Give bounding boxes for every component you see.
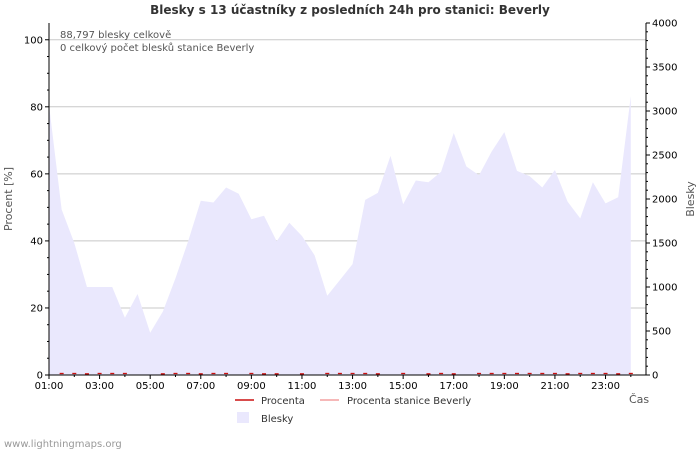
x-tick-label: 21:00 [541, 381, 570, 392]
right-tick-label: 4000 [652, 19, 677, 30]
left-tick-label: 60 [30, 169, 43, 180]
legend-label-procenta: Procenta [261, 396, 305, 407]
right-axis-ticks: 0 500 1000 1500 2000 2500 3000 3500 4000 [646, 19, 677, 382]
legend-label-procenta-stanice: Procenta stanice Beverly [347, 396, 471, 407]
right-tick-label: 3000 [652, 107, 677, 118]
left-tick-label: 100 [24, 35, 43, 46]
right-tick-label: 2500 [652, 151, 677, 162]
legend-label-blesky: Blesky [261, 414, 293, 425]
right-tick-label: 3500 [652, 63, 677, 74]
x-tick-label: 13:00 [338, 381, 367, 392]
right-tick-label: 2000 [652, 195, 677, 206]
x-tick-label: 01:00 [35, 381, 64, 392]
x-tick-label: 03:00 [85, 381, 114, 392]
blesky-area [49, 96, 631, 375]
x-tick-label: 19:00 [490, 381, 519, 392]
x-tick-label: 15:00 [389, 381, 418, 392]
legend-swatch-blesky [237, 412, 249, 423]
annotation-station-strikes: 0 celkový počet blesků stanice Beverly [60, 42, 254, 54]
x-tick-label: 05:00 [136, 381, 165, 392]
left-tick-label: 40 [30, 236, 43, 247]
right-tick-label: 500 [652, 327, 671, 338]
y-axis-left-label: Procent [%] [2, 167, 15, 231]
x-tick-label: 09:00 [237, 381, 266, 392]
right-tick-label: 1000 [652, 283, 677, 294]
x-tick-label: 07:00 [186, 381, 215, 392]
legend: Procenta Procenta stanice Beverly Blesky [235, 396, 471, 425]
right-tick-label: 1500 [652, 239, 677, 250]
left-tick-label: 0 [37, 371, 43, 382]
annotation-total-strikes: 88,797 blesky celkově [60, 29, 171, 41]
left-axis-ticks: 0 20 40 60 80 100 [24, 35, 49, 382]
x-tick-label: 23:00 [591, 381, 620, 392]
x-tick-label: 17:00 [439, 381, 468, 392]
left-tick-label: 80 [30, 102, 43, 113]
y-axis-right-label: Blesky [684, 181, 697, 217]
right-tick-label: 0 [652, 371, 658, 382]
x-axis-label: Čas [629, 393, 649, 406]
chart-title: Blesky s 13 účastníky z posledních 24h p… [150, 3, 550, 17]
x-axis-ticks: 01:00 03:00 05:00 07:00 09:00 11:00 13:00 15:00… [35, 375, 632, 392]
footer-credit: www.lightningmaps.org [4, 439, 122, 450]
left-tick-label: 20 [30, 303, 43, 314]
x-tick-label: 11:00 [288, 381, 317, 392]
